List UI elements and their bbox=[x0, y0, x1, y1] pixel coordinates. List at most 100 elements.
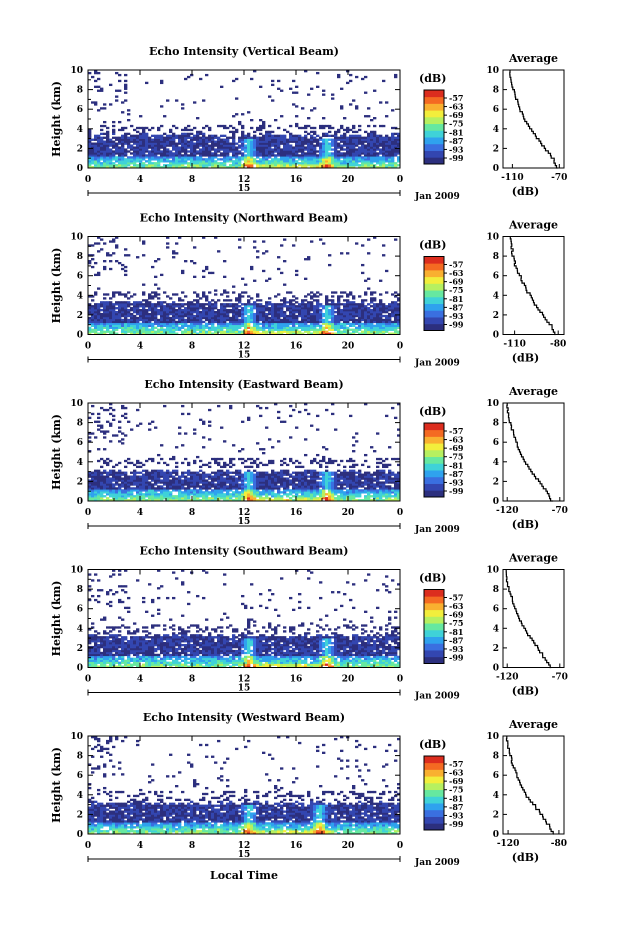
heatmap-cell bbox=[280, 150, 284, 153]
heatmap-cell bbox=[391, 152, 395, 155]
heatmap-cell bbox=[235, 328, 239, 331]
heatmap-cell bbox=[295, 310, 299, 314]
heatmap-cell bbox=[220, 138, 224, 141]
heatmap-cell bbox=[328, 130, 332, 134]
y-tick-label: 2 bbox=[77, 144, 83, 154]
heatmap-cell bbox=[166, 303, 170, 306]
heatmap-cell bbox=[295, 166, 299, 169]
heatmap-cell bbox=[214, 473, 218, 476]
heatmap-cell bbox=[235, 305, 239, 308]
heatmap-cell bbox=[184, 144, 188, 147]
heatmap-cell bbox=[223, 499, 227, 502]
heatmap-cell bbox=[247, 330, 251, 333]
heatmap-cell bbox=[382, 307, 386, 310]
heatmap-cell bbox=[367, 134, 371, 137]
heatmap-cell bbox=[238, 326, 242, 329]
heatmap-cell bbox=[235, 489, 239, 492]
heatmap-cell bbox=[292, 148, 296, 151]
heatmap-cell bbox=[124, 87, 128, 90]
heatmap-cell bbox=[136, 305, 140, 308]
heatmap-cell bbox=[103, 307, 107, 310]
heatmap-cell bbox=[142, 303, 146, 306]
heatmap-cell bbox=[193, 473, 197, 476]
heatmap-cell bbox=[292, 146, 296, 149]
heatmap-cell bbox=[367, 324, 371, 328]
heatmap-cell bbox=[274, 307, 278, 310]
heatmap-cell bbox=[316, 330, 320, 333]
heatmap-cell bbox=[235, 146, 239, 149]
heatmap-cell bbox=[148, 301, 152, 304]
heatmap-cell bbox=[199, 477, 203, 480]
heatmap-cell bbox=[262, 148, 266, 151]
heatmap-cell bbox=[103, 309, 107, 312]
heatmap-cell bbox=[145, 299, 149, 302]
heatmap-cell bbox=[142, 130, 146, 134]
heatmap-cell bbox=[211, 316, 215, 320]
heatmap-cell bbox=[205, 73, 209, 77]
heatmap-cell bbox=[205, 483, 209, 486]
heatmap-cell bbox=[142, 493, 146, 496]
heatmap-cell bbox=[133, 158, 137, 161]
heatmap-cell bbox=[112, 408, 116, 412]
heatmap-cell bbox=[247, 136, 251, 139]
heatmap-cell bbox=[214, 303, 218, 306]
heatmap-cell bbox=[250, 477, 254, 480]
heatmap-cell bbox=[232, 316, 236, 320]
heatmap-cell bbox=[202, 160, 206, 163]
heatmap-cell bbox=[325, 144, 329, 147]
heatmap-cell bbox=[88, 134, 92, 137]
heatmap-cell bbox=[253, 138, 257, 141]
heatmap-cell bbox=[91, 142, 95, 145]
heatmap-cell bbox=[112, 418, 116, 421]
heatmap-cell bbox=[265, 473, 269, 476]
heatmap-cell bbox=[385, 316, 389, 320]
heatmap-cell bbox=[190, 314, 194, 318]
heatmap-cell bbox=[328, 162, 332, 165]
heatmap-cell bbox=[361, 144, 365, 147]
heatmap-cell bbox=[259, 483, 263, 486]
colorbar-swatch bbox=[424, 303, 444, 311]
heatmap-cell bbox=[184, 483, 188, 486]
heatmap-cell bbox=[151, 322, 155, 326]
heatmap-cell bbox=[367, 152, 371, 155]
heatmap-cell bbox=[145, 310, 149, 314]
heatmap-cell bbox=[208, 307, 212, 310]
heatmap-cell bbox=[265, 156, 269, 159]
heatmap-cell bbox=[340, 87, 344, 90]
x-tick-label: 8 bbox=[189, 342, 195, 352]
heatmap-cell bbox=[229, 316, 233, 320]
heatmap-cell bbox=[160, 79, 164, 83]
heatmap-cell bbox=[358, 142, 362, 145]
heatmap-cell bbox=[274, 303, 278, 306]
heatmap-cell bbox=[292, 328, 296, 331]
heatmap-cell bbox=[349, 332, 353, 335]
heatmap-cell bbox=[262, 481, 266, 484]
colorbar-tick-label: -99 bbox=[449, 320, 464, 330]
heatmap-cell bbox=[103, 297, 107, 300]
heatmap-cell bbox=[217, 136, 221, 139]
heatmap-cell bbox=[253, 246, 257, 249]
heatmap-cell bbox=[262, 489, 266, 492]
heatmap-cell bbox=[385, 154, 389, 157]
heatmap-cell bbox=[136, 303, 140, 306]
heatmap-cell bbox=[241, 497, 245, 500]
heatmap-cell bbox=[133, 154, 137, 157]
heatmap-cell bbox=[145, 322, 149, 326]
heatmap-cell bbox=[112, 465, 116, 469]
heatmap-cell bbox=[346, 314, 350, 318]
heatmap-cell bbox=[112, 154, 116, 157]
heatmap-cell bbox=[229, 130, 233, 134]
heatmap-cell bbox=[226, 142, 230, 145]
heatmap-cell bbox=[244, 303, 248, 306]
heatmap-cell bbox=[124, 489, 128, 492]
heatmap-cell bbox=[244, 493, 248, 496]
heatmap-cell bbox=[196, 164, 200, 167]
heatmap-cell bbox=[364, 318, 368, 322]
heatmap-cell bbox=[310, 160, 314, 163]
heatmap-cell bbox=[364, 305, 368, 308]
heatmap-cell bbox=[364, 91, 368, 94]
heatmap-cell bbox=[145, 309, 149, 312]
heatmap-cell bbox=[397, 152, 401, 155]
heatmap-cell bbox=[232, 132, 236, 136]
heatmap-cell bbox=[166, 134, 170, 137]
